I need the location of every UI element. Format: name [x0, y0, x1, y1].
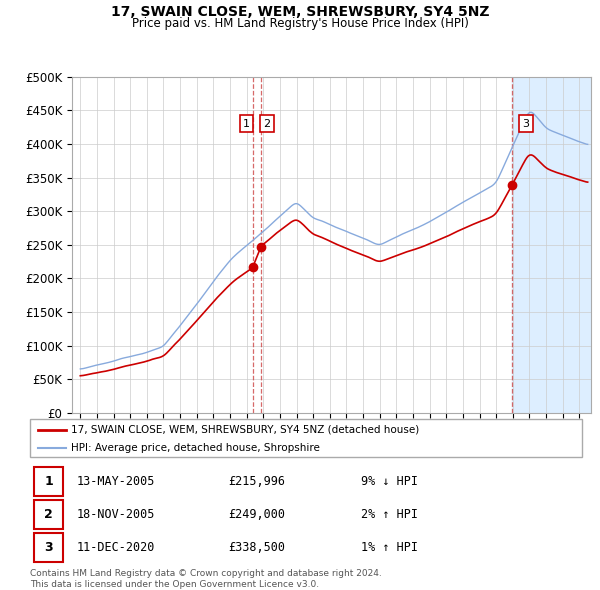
FancyBboxPatch shape: [34, 500, 63, 529]
Text: 18-NOV-2005: 18-NOV-2005: [77, 508, 155, 522]
Text: HPI: Average price, detached house, Shropshire: HPI: Average price, detached house, Shro…: [71, 442, 320, 453]
FancyBboxPatch shape: [34, 467, 63, 496]
FancyBboxPatch shape: [30, 419, 582, 457]
Text: 1: 1: [243, 119, 250, 129]
Text: 3: 3: [44, 541, 53, 555]
Text: Price paid vs. HM Land Registry's House Price Index (HPI): Price paid vs. HM Land Registry's House …: [131, 17, 469, 30]
Text: 11-DEC-2020: 11-DEC-2020: [77, 541, 155, 555]
FancyBboxPatch shape: [34, 533, 63, 562]
Text: 13-MAY-2005: 13-MAY-2005: [77, 475, 155, 489]
Text: £338,500: £338,500: [229, 541, 286, 555]
Text: 2: 2: [263, 119, 270, 129]
Bar: [512, 77, 596, 413]
Text: 9% ↓ HPI: 9% ↓ HPI: [361, 475, 418, 489]
Text: £215,996: £215,996: [229, 475, 286, 489]
Text: 1% ↑ HPI: 1% ↑ HPI: [361, 541, 418, 555]
Text: £249,000: £249,000: [229, 508, 286, 522]
Text: 3: 3: [523, 119, 530, 129]
Text: Contains HM Land Registry data © Crown copyright and database right 2024.
This d: Contains HM Land Registry data © Crown c…: [30, 569, 382, 589]
Text: 17, SWAIN CLOSE, WEM, SHREWSBURY, SY4 5NZ (detached house): 17, SWAIN CLOSE, WEM, SHREWSBURY, SY4 5N…: [71, 425, 419, 435]
Text: 1: 1: [44, 475, 53, 489]
Text: 2% ↑ HPI: 2% ↑ HPI: [361, 508, 418, 522]
Text: 2: 2: [44, 508, 53, 522]
Text: 17, SWAIN CLOSE, WEM, SHREWSBURY, SY4 5NZ: 17, SWAIN CLOSE, WEM, SHREWSBURY, SY4 5N…: [111, 5, 489, 19]
